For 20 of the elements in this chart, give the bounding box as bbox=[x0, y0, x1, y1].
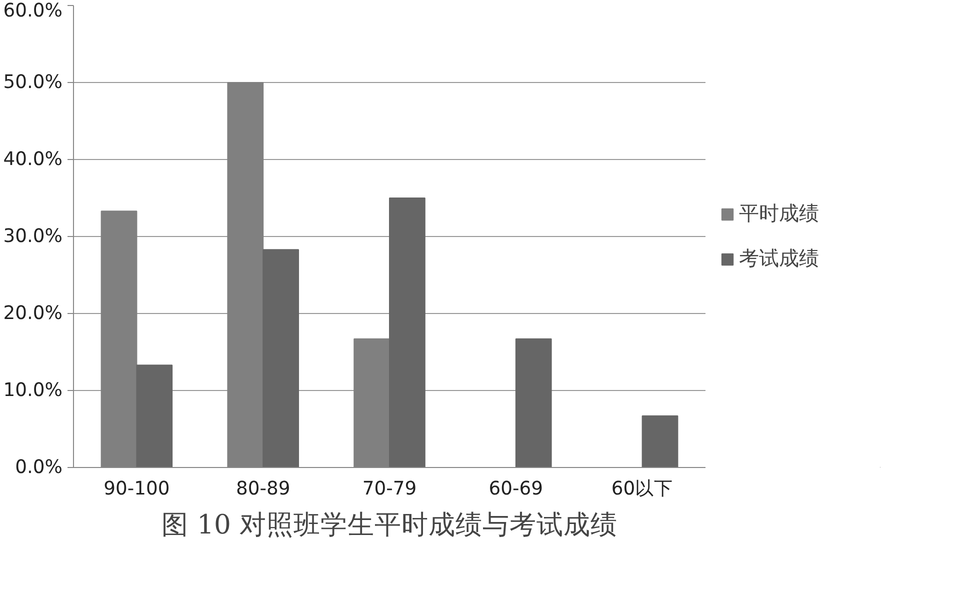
bar bbox=[262, 249, 299, 468]
text: 图 10 对照班学生平时成绩与考试成绩 bbox=[162, 510, 618, 540]
bar bbox=[642, 415, 678, 468]
y-tick-label: 20.0% bbox=[3, 303, 63, 324]
x-tick-label: 80-89 bbox=[236, 478, 290, 500]
legend-label: 考试成绩 bbox=[739, 245, 819, 272]
legend-label: 平时成绩 bbox=[739, 200, 819, 227]
bar bbox=[515, 338, 552, 468]
y-tick-label: 10.0% bbox=[3, 380, 63, 401]
x-tick-label: 60以下 bbox=[611, 478, 674, 500]
bar bbox=[136, 364, 173, 468]
x-tick-label: 60-69 bbox=[488, 478, 544, 500]
y-tick-label: 40.0% bbox=[3, 149, 63, 170]
bar bbox=[389, 198, 426, 468]
y-tick-label: 60.0% bbox=[3, 0, 63, 22]
y-tick-label: 30.0% bbox=[3, 226, 63, 247]
y-tick-label: 0.0% bbox=[15, 457, 63, 478]
x-tick-label: 90-100 bbox=[104, 478, 170, 500]
y-tick-label: 50.0% bbox=[3, 72, 63, 93]
x-tick-label: 70-79 bbox=[362, 478, 417, 500]
